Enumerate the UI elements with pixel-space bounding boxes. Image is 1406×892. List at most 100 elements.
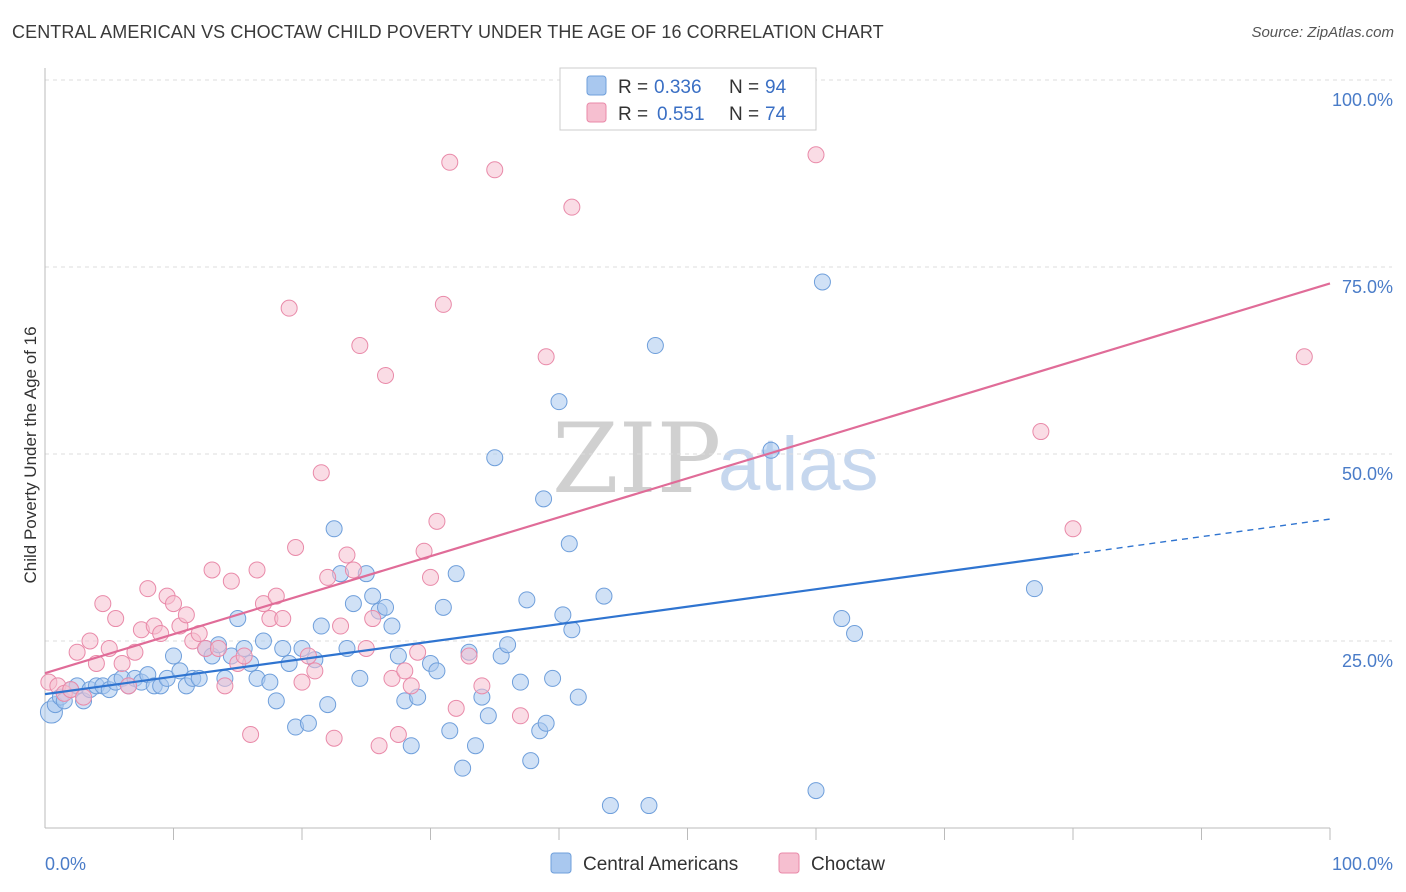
legend-n-value-1: 94 bbox=[765, 77, 787, 98]
central-americans-point bbox=[554, 606, 572, 624]
x-tick-label: 0.0% bbox=[45, 854, 86, 874]
choctaw-point bbox=[537, 348, 555, 366]
central-americans-point bbox=[833, 610, 851, 628]
choctaw-point bbox=[274, 610, 292, 628]
central-americans-point bbox=[1025, 580, 1043, 598]
central-americans-point bbox=[544, 669, 562, 687]
choctaw-point bbox=[139, 580, 157, 598]
watermark-zip: ZIP bbox=[552, 403, 721, 515]
central-americans-point bbox=[319, 696, 337, 714]
watermark-atlas: atlas bbox=[718, 422, 879, 507]
central-americans-point bbox=[312, 617, 330, 635]
choctaw-point bbox=[68, 643, 86, 661]
y-axis-label: Child Poverty Under the Age of 16 bbox=[21, 326, 40, 583]
choctaw-point bbox=[209, 639, 227, 657]
central-americans-point bbox=[595, 587, 613, 605]
choctaw-point bbox=[486, 161, 504, 179]
choctaw-point bbox=[94, 595, 112, 613]
choctaw-point bbox=[1064, 520, 1082, 538]
choctaw-point bbox=[177, 606, 195, 624]
choctaw-point bbox=[422, 568, 439, 586]
central-americans-trend-line bbox=[44, 553, 1074, 696]
choctaw-point bbox=[338, 546, 356, 564]
x-tick-labels: 0.0% 100.0% bbox=[45, 854, 1393, 874]
central-americans-point bbox=[522, 752, 540, 770]
central-americans-point bbox=[402, 737, 420, 755]
central-americans-point bbox=[261, 673, 279, 691]
choctaw-point bbox=[306, 662, 324, 680]
choctaw-point bbox=[293, 673, 311, 691]
choctaw-point bbox=[409, 643, 427, 661]
central-americans-point bbox=[364, 587, 382, 605]
choctaw-point bbox=[1032, 423, 1050, 441]
choctaw-point bbox=[312, 464, 330, 482]
choctaw-point bbox=[402, 677, 420, 695]
central-americans-point bbox=[267, 692, 285, 710]
choctaw-point bbox=[332, 617, 350, 635]
choctaw-point bbox=[396, 662, 414, 680]
choctaw-point bbox=[113, 654, 131, 672]
y-tick-label: 75.0% bbox=[1342, 277, 1393, 297]
series-choctaw-points bbox=[40, 146, 1313, 755]
legend-swatch-blue bbox=[586, 75, 607, 96]
chart-title: CENTRAL AMERICAN VS CHOCTAW CHILD POVERT… bbox=[12, 22, 884, 42]
central-americans-point bbox=[813, 273, 831, 291]
choctaw-point bbox=[280, 299, 298, 317]
choctaw-point bbox=[222, 572, 240, 590]
x-tick-label: 100.0% bbox=[1332, 854, 1393, 874]
central-americans-point bbox=[511, 673, 529, 691]
choctaw-point bbox=[203, 561, 221, 579]
central-americans-point bbox=[601, 797, 619, 815]
choctaw-trend-line bbox=[44, 282, 1331, 675]
correlation-legend: R = 0.336 N = 94 R = 0.551 N = 74 bbox=[559, 67, 817, 131]
central-americans-point bbox=[274, 639, 292, 657]
choctaw-point bbox=[248, 561, 266, 579]
choctaw-point bbox=[75, 688, 93, 706]
choctaw-point bbox=[460, 647, 478, 665]
choctaw-point bbox=[319, 568, 337, 586]
choctaw-point bbox=[364, 610, 382, 628]
central-americans-point bbox=[447, 565, 465, 583]
choctaw-point bbox=[1295, 348, 1313, 366]
gridlines bbox=[45, 79, 1392, 642]
legend-n-label-2: N = bbox=[729, 104, 759, 125]
central-americans-point bbox=[479, 707, 497, 725]
choctaw-point bbox=[120, 677, 138, 695]
choctaw-point bbox=[344, 561, 362, 579]
central-americans-point bbox=[389, 647, 407, 665]
central-americans-point bbox=[466, 737, 484, 755]
central-americans-point bbox=[351, 669, 369, 687]
central-americans-point bbox=[428, 662, 446, 680]
legend-r-value-1: 0.336 bbox=[654, 77, 702, 98]
legend-swatch-pink bbox=[586, 102, 607, 123]
central-americans-point bbox=[441, 722, 459, 740]
central-americans-point bbox=[640, 797, 658, 815]
choctaw-point bbox=[563, 198, 581, 216]
choctaw-point bbox=[81, 632, 99, 650]
central-americans-point bbox=[499, 636, 517, 654]
choctaw-point bbox=[441, 153, 459, 171]
choctaw-point bbox=[325, 729, 343, 747]
choctaw-point bbox=[377, 366, 395, 384]
trend-lines bbox=[44, 282, 1331, 696]
legend-n-value-2: 74 bbox=[765, 104, 787, 125]
central-americans-point bbox=[846, 625, 864, 643]
central-americans-point bbox=[377, 598, 395, 616]
y-tick-label: 100.0% bbox=[1332, 90, 1393, 110]
central-americans-point bbox=[569, 688, 587, 706]
axes bbox=[44, 68, 1331, 840]
bottom-legend-label-central-americans: Central Americans bbox=[583, 854, 738, 875]
central-americans-point bbox=[325, 520, 343, 538]
choctaw-point bbox=[357, 639, 375, 657]
bottom-legend-swatch-central-americans bbox=[550, 852, 572, 874]
choctaw-point bbox=[807, 146, 825, 164]
choctaw-point bbox=[383, 669, 401, 687]
central-americans-point bbox=[535, 490, 553, 508]
legend-r-label-2: R = bbox=[618, 104, 648, 125]
series-legend: Central Americans Choctaw bbox=[550, 852, 885, 875]
central-americans-point bbox=[537, 714, 555, 732]
central-americans-point bbox=[254, 632, 272, 650]
bottom-legend-label-choctaw: Choctaw bbox=[811, 854, 885, 875]
bottom-legend-swatch-choctaw bbox=[778, 852, 800, 874]
choctaw-point bbox=[287, 539, 305, 556]
